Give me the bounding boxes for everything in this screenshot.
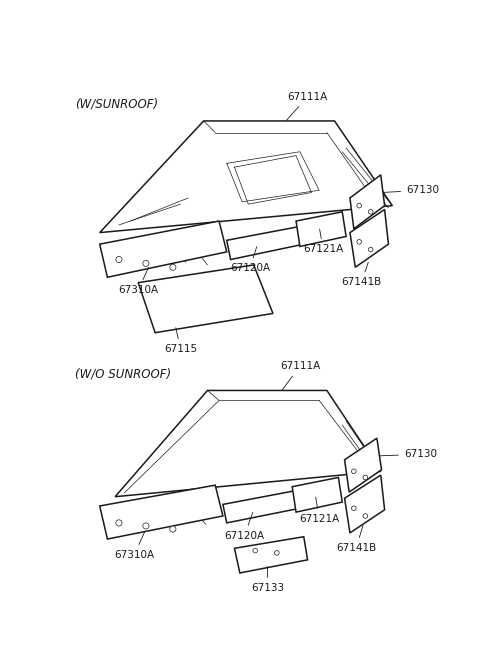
Text: (W/SUNROOF): (W/SUNROOF) <box>75 98 158 111</box>
Polygon shape <box>350 210 388 267</box>
Text: 67120A: 67120A <box>224 512 264 540</box>
Circle shape <box>253 548 258 553</box>
Text: 67120A: 67120A <box>230 247 270 273</box>
Polygon shape <box>345 438 382 492</box>
Polygon shape <box>138 265 273 333</box>
Text: 67130: 67130 <box>380 449 437 459</box>
Text: 67310A: 67310A <box>118 267 158 295</box>
Text: 67121A: 67121A <box>299 497 339 523</box>
Circle shape <box>143 260 149 267</box>
Text: 67133: 67133 <box>251 567 284 593</box>
Text: 67111A: 67111A <box>280 361 320 390</box>
Circle shape <box>143 523 149 529</box>
Circle shape <box>363 514 368 518</box>
Text: 67141B: 67141B <box>336 525 376 553</box>
Polygon shape <box>234 536 308 573</box>
Circle shape <box>369 210 373 214</box>
Circle shape <box>170 264 176 271</box>
Polygon shape <box>292 477 342 512</box>
Polygon shape <box>223 491 300 523</box>
Polygon shape <box>227 227 304 259</box>
Text: 67115: 67115 <box>164 328 197 354</box>
Circle shape <box>351 506 356 510</box>
Circle shape <box>369 247 373 252</box>
Text: 67141B: 67141B <box>341 262 382 288</box>
Text: 67130: 67130 <box>384 185 439 195</box>
Polygon shape <box>345 475 384 533</box>
Polygon shape <box>100 121 392 233</box>
Polygon shape <box>296 212 346 246</box>
Circle shape <box>116 520 122 526</box>
Circle shape <box>357 240 361 244</box>
Circle shape <box>351 469 356 474</box>
Text: 67111A: 67111A <box>287 92 328 121</box>
Circle shape <box>357 203 361 208</box>
Text: 67121A: 67121A <box>303 229 343 254</box>
Text: 67310A: 67310A <box>114 532 155 560</box>
Circle shape <box>170 526 176 532</box>
Polygon shape <box>100 485 223 539</box>
Polygon shape <box>115 390 381 496</box>
Circle shape <box>275 551 279 555</box>
Polygon shape <box>100 221 227 277</box>
Text: (W/O SUNROOF): (W/O SUNROOF) <box>75 367 171 381</box>
Polygon shape <box>350 175 384 229</box>
Circle shape <box>363 475 368 479</box>
Circle shape <box>116 257 122 263</box>
